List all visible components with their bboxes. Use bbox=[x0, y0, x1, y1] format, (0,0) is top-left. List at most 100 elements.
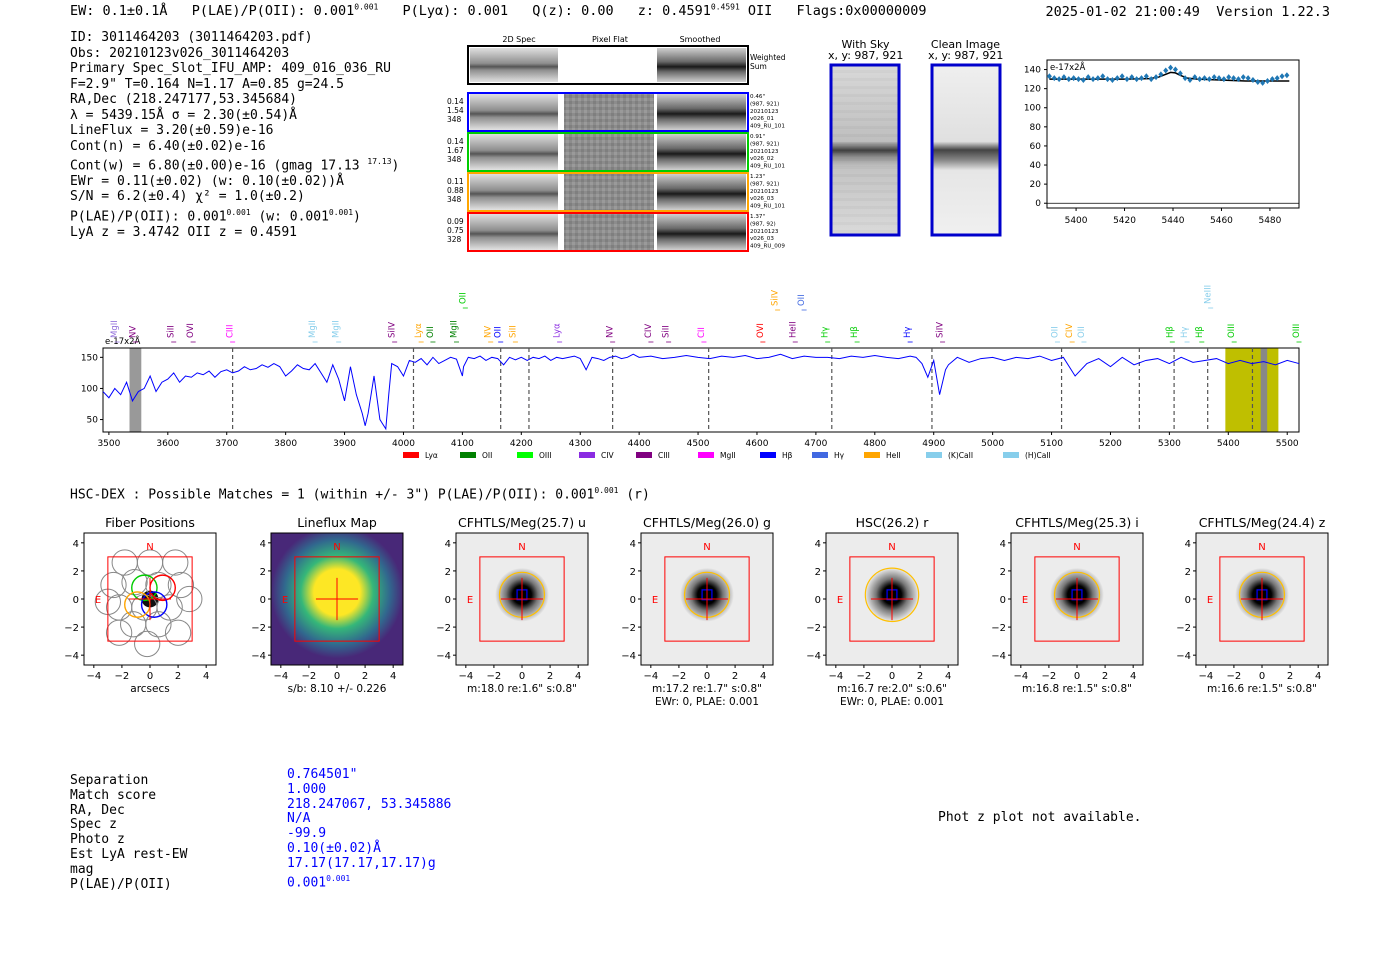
spec-xtick-label: 4600 bbox=[746, 439, 769, 449]
east-label: E bbox=[1207, 595, 1213, 606]
spec-ytick-label: 100 bbox=[81, 384, 98, 394]
panel-xtick-label: 4 bbox=[760, 671, 766, 682]
legend-label: Lyα bbox=[425, 451, 438, 460]
east-label: E bbox=[95, 595, 101, 606]
info-primary: Primary Spec_Slot_IFU_AMP: 409_016_036_R… bbox=[70, 61, 391, 76]
spec-xtick-label: 4800 bbox=[863, 439, 886, 449]
panel-ytick-label: −2 bbox=[806, 623, 821, 634]
value-radec: 218.247067, 53.345886 bbox=[287, 796, 452, 812]
fiber-stat: 348 bbox=[447, 195, 462, 204]
zoom-point bbox=[1119, 73, 1125, 80]
panel-xlabel: arcsecs bbox=[130, 683, 169, 695]
zoom-ytick-label: 120 bbox=[1024, 85, 1041, 95]
panel-ytick-label: 4 bbox=[815, 539, 821, 550]
version-label: Version 1.22.3 bbox=[1216, 4, 1330, 20]
feature-label: OVI bbox=[756, 323, 766, 338]
panel-xtick-label: 2 bbox=[1102, 671, 1108, 682]
value-match-score: 1.000 bbox=[287, 781, 327, 797]
sky-clean-cutouts bbox=[829, 63, 1002, 237]
fiber-note: (987, 921) bbox=[750, 181, 779, 187]
panel-ytick-label: 4 bbox=[630, 539, 636, 550]
legend-swatch bbox=[864, 452, 880, 458]
info-cont-n: Cont(n) = 6.40(±0.02)e-16 bbox=[70, 138, 266, 154]
fiber-note: (987, 92) bbox=[750, 221, 776, 227]
panel-ytick-label: 0 bbox=[815, 595, 821, 606]
clean-frame bbox=[930, 63, 1002, 237]
panel-xtick-label: 0 bbox=[147, 671, 153, 682]
fiber-circle bbox=[105, 619, 133, 646]
info-radec: RA,Dec (218.247177,53.345684) bbox=[70, 92, 297, 107]
fiber-stat: 0.75 bbox=[447, 226, 464, 235]
spec-xtick-label: 4200 bbox=[510, 439, 533, 449]
panel-title: HSC(26.2) r bbox=[856, 515, 930, 530]
feature-label: SiII bbox=[662, 325, 672, 338]
feature-label: NV bbox=[128, 326, 138, 338]
zoom-point bbox=[1240, 74, 1246, 81]
zoom-point bbox=[1260, 79, 1266, 86]
zoom-point bbox=[1284, 72, 1290, 79]
zoom-point bbox=[1124, 76, 1130, 83]
spec-xtick-label: 3600 bbox=[156, 439, 179, 449]
panel-ytick-label: 2 bbox=[1185, 567, 1191, 578]
fiber-2d-2 bbox=[470, 174, 558, 210]
panel-ytick-label: 2 bbox=[73, 567, 79, 578]
panel-ytick-label: 0 bbox=[445, 595, 451, 606]
panel-ytick-label: 4 bbox=[1000, 539, 1006, 550]
feature-label: MgII bbox=[449, 320, 459, 338]
spec-xtick-label: 4300 bbox=[569, 439, 592, 449]
legend-label: HeII bbox=[886, 451, 901, 460]
fiber-note: 409_RU_101 bbox=[750, 124, 785, 130]
timestamp: 2025-01-02 21:00:49 Version 1.22.3 bbox=[1046, 4, 1331, 20]
zoom-point bbox=[1085, 74, 1091, 81]
fiber-2d-3 bbox=[470, 214, 558, 250]
panel-ytick-label: 2 bbox=[260, 567, 266, 578]
search-box bbox=[1219, 556, 1305, 642]
zoom-ytick-label: 80 bbox=[1030, 123, 1042, 133]
image-panels: Fiber Positions N E 4 2 0 −2 −4 −4 −2 0 2 4 arcsecs Li… bbox=[64, 515, 1329, 708]
zoom-point bbox=[1202, 75, 1207, 82]
fiber-stat: 0.14 bbox=[447, 97, 464, 106]
zoom-point bbox=[1139, 75, 1144, 82]
fiber-circle bbox=[156, 594, 183, 621]
zoom-ylabel: e-17x2Å bbox=[1050, 61, 1086, 73]
feature-label: Hβ bbox=[850, 326, 860, 338]
header-plya: P(Lyα): 0.001 bbox=[402, 2, 509, 19]
fiber-circle bbox=[100, 571, 127, 599]
info-fwhm: F=2.9" T=0.164 N=1.17 A=0.85 g=24.5 bbox=[70, 76, 344, 92]
panel-ytick-label: −4 bbox=[64, 651, 79, 662]
panel-xtick-label: 0 bbox=[519, 671, 525, 682]
panel-xlabel: m:16.6 re:1.5" s:0.8" bbox=[1207, 683, 1317, 695]
photz-message: Phot z plot not available. bbox=[938, 810, 1142, 825]
zoom-point bbox=[1245, 75, 1251, 82]
legend-label: MgII bbox=[720, 451, 736, 460]
zoom-point bbox=[1080, 77, 1086, 84]
zoom-xtick-label: 5440 bbox=[1162, 216, 1185, 226]
feature-label: OII bbox=[494, 326, 504, 338]
fiber-note: v026_02 bbox=[750, 156, 774, 162]
spec-xtick-label: 3900 bbox=[333, 439, 356, 449]
masked-region bbox=[129, 348, 142, 432]
north-label: N bbox=[333, 542, 340, 553]
search-box bbox=[294, 556, 380, 642]
info-plae: P(LAE)/P(OII): 0.0010.001 (w: 0.0010.001… bbox=[70, 207, 361, 225]
zoom-point bbox=[1148, 76, 1154, 83]
panel-ytick-label: 4 bbox=[260, 539, 266, 550]
legend-swatch bbox=[579, 452, 595, 458]
panel-xtick-label: −2 bbox=[115, 671, 130, 682]
feature-label: CIV bbox=[1065, 324, 1075, 338]
zoom-point bbox=[1255, 78, 1261, 85]
fiber-2d-0 bbox=[470, 94, 558, 130]
spectrum-plot: 50 100 150 3500 3600 3700 3800 3900 4000 4100 4200… bbox=[81, 285, 1302, 460]
feature-label: Hγ bbox=[821, 327, 831, 338]
fiber-circle bbox=[134, 630, 161, 658]
panel-title: CFHTLS/Meg(26.0) g bbox=[643, 515, 771, 530]
spec-xtick-label: 4700 bbox=[804, 439, 827, 449]
feature-label: CIII bbox=[226, 325, 236, 338]
info-sn: S/N = 6.2(±0.4) χ² = 1.0(±0.2) bbox=[70, 189, 305, 205]
panel-ytick-label: 2 bbox=[630, 567, 636, 578]
feature-label: OII bbox=[1077, 326, 1087, 338]
zoom-ytick-label: 40 bbox=[1030, 161, 1042, 171]
spec-ylabel: e-17x2Å bbox=[105, 335, 141, 347]
zoom-point bbox=[1274, 75, 1280, 82]
